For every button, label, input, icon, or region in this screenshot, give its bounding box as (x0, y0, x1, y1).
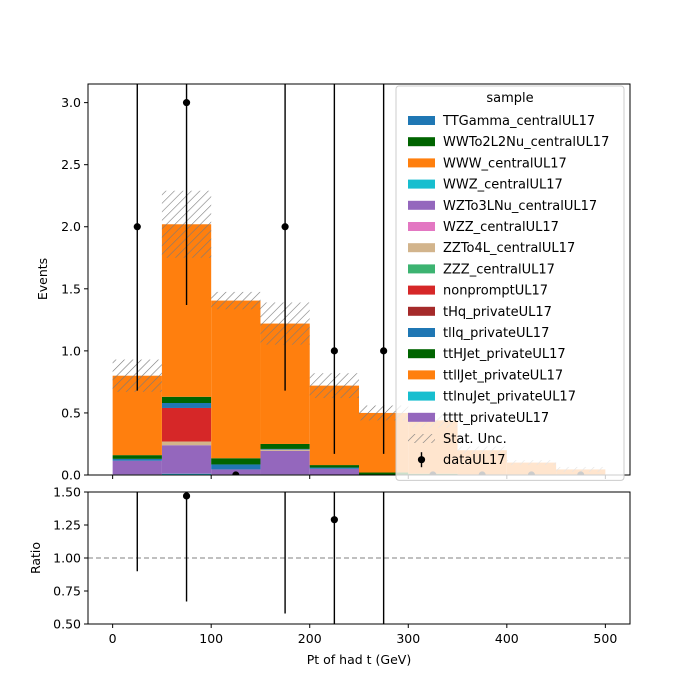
legend: sample TTGamma_centralUL17 WWTo2L2Nu_centr… (395, 85, 625, 481)
ratio-panel: 0.50 0.75 1.00 1.25 1.50 0 100 200 300 400 500 Ra… (28, 485, 631, 667)
bar-WZTo3LNu_centralUL17-bin-1 (161, 445, 212, 474)
y-tick-label: 3.0 (61, 95, 81, 110)
legend-label-tllq_privateUL17: tllq_privateUL17 (443, 326, 549, 341)
legend-swatch-WZZ_centralUL17 (408, 222, 435, 231)
ratio-y-axis-label: Ratio (28, 542, 43, 574)
y-tick-label: 0.0 (61, 468, 81, 483)
x-axis-label: Pt of had t (GeV) (307, 652, 411, 667)
legend-label-WWTo2L2Nu_centralUL17: WWTo2L2Nu_centralUL17 (443, 135, 609, 150)
legend-swatch-tllq_privateUL17 (408, 328, 435, 337)
ratio-point (330, 516, 338, 524)
bar-tllq_privateUL17-bin-1 (161, 403, 212, 408)
ratio-x-tick-label: 100 (199, 631, 223, 646)
main-axes-frame (87, 83, 631, 476)
ratio-y-tick-label: 1.25 (53, 518, 81, 533)
ratio-point (182, 492, 191, 500)
legend-label-WWW_centralUL17: WWW_centralUL17 (443, 156, 567, 171)
ratio-y-tick-label: 0.50 (53, 617, 81, 632)
bar-tllq_privateUL17-bin-2 (211, 464, 261, 470)
bar-ttHJet_privateUL17-bin-3 (260, 443, 310, 449)
legend-swatch-WWZ_centralUL17 (408, 179, 435, 189)
main-y-ticks: 0.0 0.5 1.0 1.5 2.0 2.5 3.0 (61, 95, 88, 483)
y-axis-label: Events (35, 258, 50, 300)
bar-tllq_privateUL17-bin-3 (260, 448, 310, 450)
ratio-y-ticks: 0.50 0.75 1.00 1.25 1.50 (53, 485, 88, 632)
legend-label-WZZ_centralUL17: WZZ_centralUL17 (443, 220, 559, 235)
legend-label-ZZTo4L_centralUL17: ZZTo4L_centralUL17 (443, 241, 575, 256)
legend-swatch-TTGamma_centralUL17 (408, 116, 435, 125)
y-tick-label: 1.5 (61, 281, 81, 296)
bar-tllq_privateUL17-bin-4 (309, 467, 359, 469)
bar-ZZTo4L_centralUL17-bin-3 (260, 449, 310, 451)
legend-title: sample (486, 91, 533, 106)
ratio-x-ticks: 0 100 200 300 400 500 (109, 624, 617, 646)
bar-tllq_privateUL17-bin-0 (112, 458, 162, 461)
bar-ttllJet_privateUL17-bin-2 (211, 300, 261, 459)
ratio-x-tick-label: 400 (495, 631, 519, 646)
legend-swatch-ttlnuJet_privateUL17 (408, 391, 435, 401)
ratio-plot-area (88, 492, 630, 624)
legend-label-WWZ_centralUL17: WWZ_centralUL17 (443, 178, 563, 193)
bar-WZTo3LNu_centralUL17-bin-4 (309, 468, 359, 475)
bar-ttHJet_privateUL17-bin-2 (211, 458, 261, 465)
bar-WWZ_centralUL17-bin-1 (161, 473, 212, 475)
legend-label-tttt_privateUL17: tttt_privateUL17 (443, 411, 549, 426)
legend-label-data: dataUL17 (443, 453, 506, 468)
legend-swatch-ttHJet_privateUL17 (408, 349, 435, 359)
data-point (232, 471, 240, 475)
bar-ttHJet_privateUL17-bin-5 (359, 472, 409, 475)
y-tick-label: 1.0 (61, 343, 81, 358)
bar-ZZTo4L_centralUL17-bin-1 (161, 441, 212, 446)
legend-label-ttllJet_privateUL17: ttllJet_privateUL17 (443, 368, 563, 383)
bar-nonpromptUL17-bin-1 (161, 407, 212, 442)
ratio-y-tick-label: 1.00 (53, 551, 81, 566)
y-tick-label: 2.0 (61, 219, 81, 234)
ratio-x-tick-label: 300 (396, 631, 420, 646)
legend-swatch-nonpromptUL17 (408, 285, 435, 295)
legend-swatch-ZZZ_centralUL17 (408, 264, 435, 274)
ratio-y-tick-label: 0.75 (53, 584, 81, 599)
legend-swatch-WZTo3LNu_centralUL17 (408, 200, 435, 210)
legend-label-nonpromptUL17: nonpromptUL17 (443, 284, 548, 299)
legend-label-stat-unc: Stat. Unc. (443, 432, 507, 447)
ratio-x-tick-label: 500 (593, 631, 617, 646)
bar-ttHJet_privateUL17-bin-4 (309, 465, 359, 468)
y-tick-label: 2.5 (61, 157, 81, 172)
bar-ttHJet_privateUL17-bin-1 (161, 396, 212, 404)
stat-unc-band-bin-2 (211, 291, 261, 310)
legend-label-ZZZ_centralUL17: ZZZ_centralUL17 (443, 262, 555, 277)
bar-WZTo3LNu_centralUL17-bin-3 (260, 450, 310, 475)
legend-swatch-ttllJet_privateUL17 (408, 370, 435, 380)
legend-label-tHq_privateUL17: tHq_privateUL17 (443, 305, 552, 320)
ratio-y-tick-label: 1.50 (53, 485, 81, 500)
legend-box (395, 85, 625, 481)
legend-label-WZTo3LNu_centralUL17: WZTo3LNu_centralUL17 (443, 199, 597, 214)
legend-swatch-tttt_privateUL17 (408, 412, 435, 422)
ratio-x-tick-label: 200 (298, 631, 322, 646)
bar-ttHJet_privateUL17-bin-0 (112, 455, 162, 459)
data-point (281, 223, 289, 231)
legend-label-TTGamma_centralUL17: TTGamma_centralUL17 (442, 114, 595, 129)
data-point (182, 99, 191, 107)
y-tick-label: 0.5 (61, 405, 81, 420)
legend-data-marker (417, 456, 426, 464)
legend-swatch-tHq_privateUL17 (408, 306, 435, 316)
data-point (330, 347, 338, 355)
legend-swatch-WWW_centralUL17 (408, 158, 435, 168)
legend-swatch-WWTo2L2Nu_centralUL17 (408, 137, 435, 147)
legend-swatch-stat-unc (408, 434, 435, 443)
legend-label-ttlnuJet_privateUL17: ttlnuJet_privateUL17 (443, 390, 576, 405)
legend-swatch-ZZTo4L_centralUL17 (408, 243, 435, 253)
ratio-x-tick-label: 0 (109, 631, 117, 646)
legend-label-ttHJet_privateUL17: ttHJet_privateUL17 (443, 347, 566, 362)
bar-WZTo3LNu_centralUL17-bin-0 (112, 460, 162, 475)
data-point (133, 223, 141, 231)
data-point (380, 347, 388, 355)
